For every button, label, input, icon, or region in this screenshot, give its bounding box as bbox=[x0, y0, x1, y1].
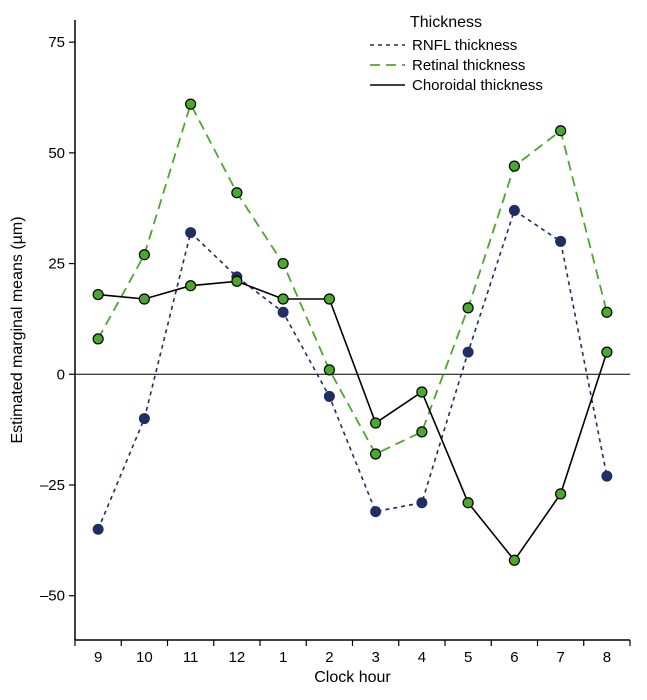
x-tick-label: 8 bbox=[603, 649, 611, 666]
series-marker bbox=[463, 303, 473, 313]
y-tick-label: 0 bbox=[57, 366, 65, 383]
legend-title: Thickness bbox=[410, 14, 482, 31]
series-marker bbox=[371, 449, 381, 459]
series-marker bbox=[602, 307, 612, 317]
series-marker bbox=[93, 334, 103, 344]
series-marker bbox=[278, 259, 288, 269]
x-tick-label: 5 bbox=[464, 649, 472, 666]
series-marker bbox=[509, 205, 519, 215]
series-marker bbox=[232, 276, 242, 286]
series-marker bbox=[556, 489, 566, 499]
series-marker bbox=[186, 228, 196, 238]
series-marker bbox=[417, 427, 427, 437]
y-tick-label: 50 bbox=[48, 145, 65, 162]
series-marker bbox=[139, 414, 149, 424]
series-marker bbox=[556, 126, 566, 136]
series-marker bbox=[417, 498, 427, 508]
y-tick-label: 25 bbox=[48, 256, 65, 273]
x-tick-label: 10 bbox=[136, 649, 153, 666]
x-tick-label: 3 bbox=[371, 649, 379, 666]
x-tick-label: 12 bbox=[229, 649, 246, 666]
x-tick-label: 6 bbox=[510, 649, 518, 666]
x-axis-title: Clock hour bbox=[314, 669, 391, 686]
y-tick-label: –25 bbox=[40, 477, 65, 494]
line-chart: –50–250255075Estimated marginal means (µ… bbox=[0, 0, 647, 700]
series-marker bbox=[93, 290, 103, 300]
legend-label: RNFL thickness bbox=[412, 37, 517, 54]
series-marker bbox=[139, 294, 149, 304]
series-marker bbox=[186, 99, 196, 109]
series-marker bbox=[509, 555, 519, 565]
series-marker bbox=[371, 507, 381, 517]
x-tick-label: 2 bbox=[325, 649, 333, 666]
series-marker bbox=[139, 250, 149, 260]
series-marker bbox=[324, 365, 334, 375]
x-tick-label: 1 bbox=[279, 649, 287, 666]
series-marker bbox=[371, 418, 381, 428]
series-marker bbox=[186, 281, 196, 291]
series-marker bbox=[93, 524, 103, 534]
series-marker bbox=[232, 188, 242, 198]
y-axis-title: Estimated marginal means (µm) bbox=[9, 216, 26, 443]
series-marker bbox=[463, 347, 473, 357]
series-marker bbox=[602, 347, 612, 357]
legend-label: Retinal thickness bbox=[412, 57, 525, 74]
x-tick-label: 9 bbox=[94, 649, 102, 666]
x-tick-label: 7 bbox=[556, 649, 564, 666]
series-marker bbox=[556, 236, 566, 246]
series-marker bbox=[509, 161, 519, 171]
x-tick-label: 4 bbox=[418, 649, 426, 666]
series-marker bbox=[278, 307, 288, 317]
series-marker bbox=[324, 294, 334, 304]
series-marker bbox=[278, 294, 288, 304]
chart-background bbox=[0, 0, 647, 700]
y-tick-label: 75 bbox=[48, 34, 65, 51]
series-marker bbox=[417, 387, 427, 397]
y-tick-label: –50 bbox=[40, 588, 65, 605]
series-marker bbox=[463, 498, 473, 508]
x-tick-label: 11 bbox=[183, 649, 199, 666]
series-marker bbox=[324, 391, 334, 401]
legend-label: Choroidal thickness bbox=[412, 77, 543, 94]
series-marker bbox=[602, 471, 612, 481]
